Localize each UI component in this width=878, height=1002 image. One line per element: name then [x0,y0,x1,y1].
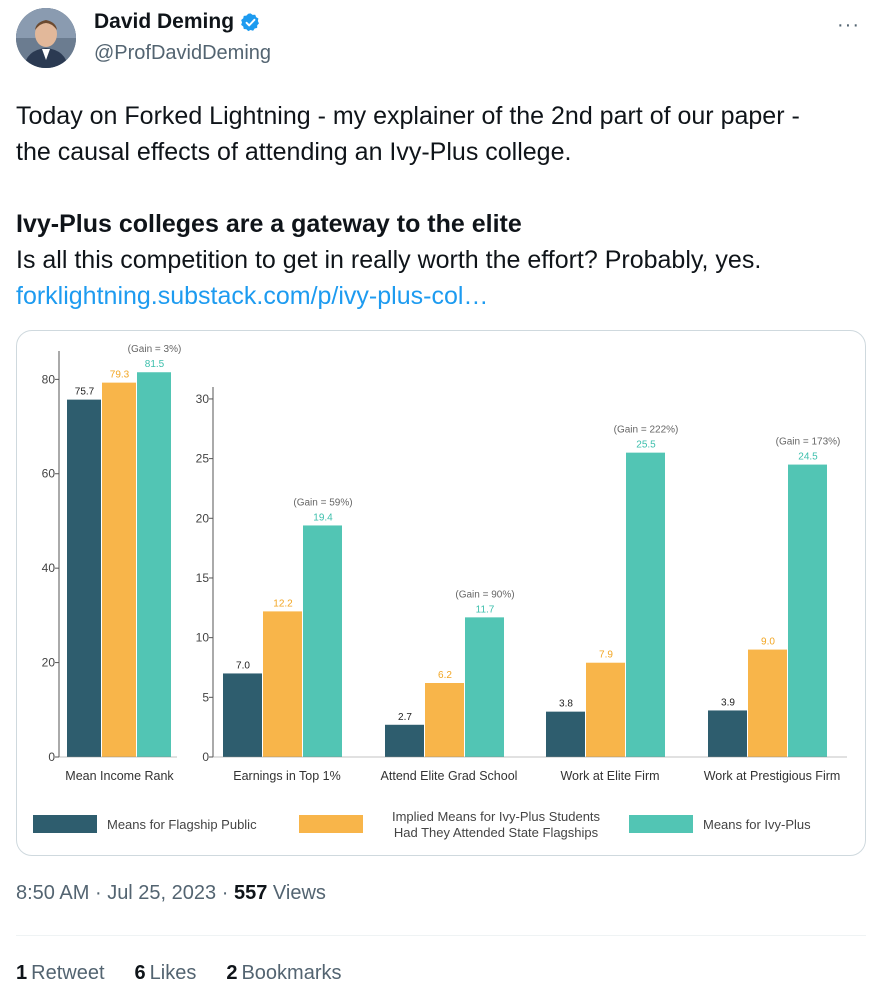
gain-label: (Gain = 3%) [128,344,182,355]
likes-stat[interactable]: 6 Likes [135,962,197,985]
bar-value-label: 7.0 [236,660,250,671]
bar-2 [465,617,504,757]
views-label: Views [272,882,326,904]
tweet-meta: 8:50 AM · Jul 25, 2023 · 557 Views [16,882,326,905]
bar-1 [102,382,136,757]
tweet-line-2: the causal effects of attending an Ivy-P… [16,138,572,166]
bar-value-label: 25.5 [636,440,656,451]
gain-label: (Gain = 173%) [776,437,841,448]
retweets-stat[interactable]: 1 Retweet [16,962,105,985]
article-subline: Is all this competition to get in really… [16,246,762,274]
avatar-image [16,8,76,68]
avatar[interactable] [16,8,76,68]
likes-count: 6 [134,962,146,984]
bar-value-label: 9.0 [761,637,775,648]
legend-swatch-2 [629,815,693,833]
y-tick-label: 15 [196,571,210,585]
bar-value-label: 3.8 [559,699,573,710]
y-tick-label: 60 [42,467,56,481]
bar-0 [385,724,424,757]
tweet-text: Today on Forked Lightning - my explainer… [16,98,856,314]
bar-2 [788,464,827,757]
y-tick-label: 25 [196,452,210,466]
legend-label: Implied Means for Ivy-Plus Students [392,809,601,824]
tweet-time[interactable]: 8:50 AM [16,882,90,904]
bar-value-label: 11.7 [476,604,495,615]
bar-0 [223,673,262,757]
y-tick-label: 20 [196,511,210,525]
y-tick-label: 30 [196,392,210,406]
legend-label: Means for Flagship Public [107,817,257,832]
tweet-date[interactable]: Jul 25, 2023 [107,882,217,904]
author-handle[interactable]: @ProfDavidDeming [94,42,272,64]
gain-label: (Gain = 222%) [614,425,679,436]
y-tick-label: 0 [48,750,55,764]
y-tick-label: 5 [202,690,209,704]
bar-value-label: 19.4 [313,512,333,523]
article-link[interactable]: forklightning.substack.com/p/ivy-plus-co… [16,282,489,310]
legend-swatch-0 [33,815,97,833]
bookmarks-label: Bookmarks [241,962,342,984]
bar-0 [67,399,101,757]
tweet-line-1: Today on Forked Lightning - my explainer… [16,102,800,130]
y-tick-label: 80 [42,372,56,386]
bar-value-label: 24.5 [798,452,818,463]
bar-value-label: 81.5 [145,359,165,370]
verified-badge-icon [241,12,260,31]
bar-value-label: 7.9 [599,650,613,661]
bookmarks-stat[interactable]: 2 Bookmarks [226,962,341,985]
bar-0 [708,710,747,757]
chart-svg: 0 20 40 60 80 75.7 79.3 81.5 (Gain = 3%) Mean Inc… [33,344,847,840]
article-headline: Ivy-Plus colleges are a gateway to the e… [16,210,522,238]
divider [16,935,866,936]
bar-value-label: 2.7 [398,712,412,723]
meta-separator: · [221,882,229,904]
y-tick-label: 20 [42,656,56,670]
gain-label: (Gain = 90%) [455,589,514,600]
x-category-label: Earnings in Top 1% [233,769,340,783]
bar-2 [137,372,171,757]
bar-value-label: 6.2 [438,670,452,681]
bar-value-label: 12.2 [273,598,293,609]
bar-1 [748,649,787,757]
legend-label: Had They Attended State Flagships [394,825,599,840]
author-name-row[interactable]: David Deming [94,10,261,34]
x-category-label: Work at Elite Firm [560,769,659,783]
x-category-label: Attend Elite Grad School [381,769,518,783]
bar-2 [303,525,342,757]
views-count: 557 [233,882,268,904]
y-tick-label: 40 [42,561,56,575]
x-category-label: Work at Prestigious Firm [704,769,841,783]
bar-value-label: 79.3 [110,370,130,381]
y-tick-label: 0 [202,750,209,764]
more-options-icon[interactable]: ··· [837,14,860,36]
legend-label: Means for Ivy-Plus [703,817,811,832]
tweet-stats: 1 Retweet 6 Likes 2 Bookmarks [16,962,341,985]
y-tick-label: 10 [196,631,210,645]
bar-2 [626,452,665,757]
author-name[interactable]: David Deming [94,10,235,33]
bar-value-label: 3.9 [721,697,735,708]
gain-label: (Gain = 59%) [293,497,352,508]
bar-0 [546,711,585,757]
meta-separator: · [94,882,102,904]
retweets-count: 1 [16,962,28,984]
retweets-label: Retweet [31,962,105,984]
bar-1 [425,683,464,757]
likes-label: Likes [149,962,197,984]
x-category-label: Mean Income Rank [65,769,174,783]
bar-1 [586,662,625,757]
bar-value-label: 75.7 [75,387,95,398]
legend-swatch-1 [299,815,363,833]
bookmarks-count: 2 [226,962,238,984]
bar-1 [263,611,302,757]
chart-image[interactable]: 0 20 40 60 80 75.7 79.3 81.5 (Gain = 3%) Mean Inc… [16,330,866,856]
